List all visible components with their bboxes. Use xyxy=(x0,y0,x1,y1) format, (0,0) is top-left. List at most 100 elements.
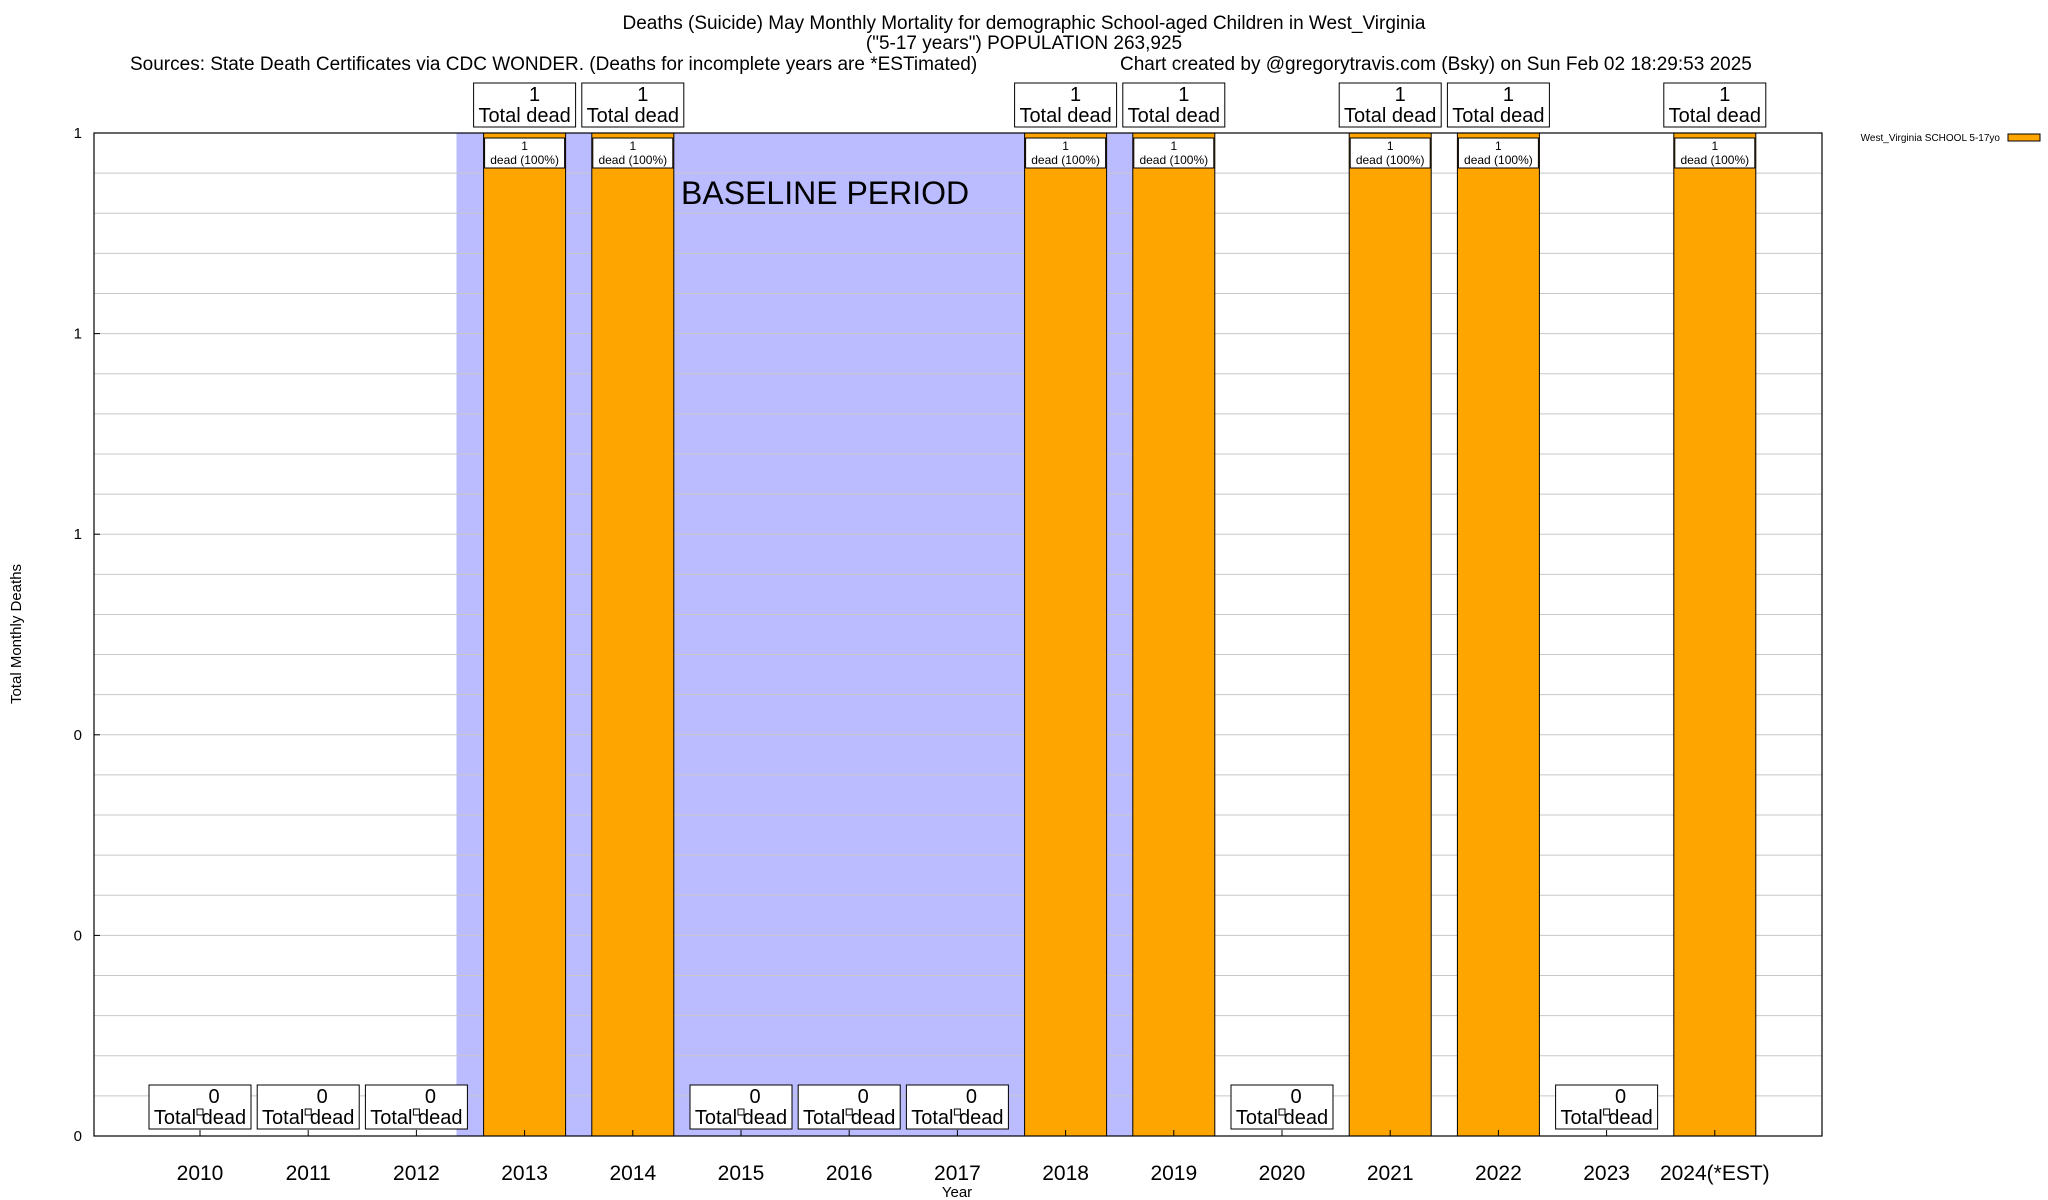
x-axis-title: Year xyxy=(942,1184,972,1200)
total-label-box xyxy=(1122,82,1226,128)
total-label-text: Total dead xyxy=(1560,1107,1652,1129)
total-label-box xyxy=(148,1084,252,1130)
x-tick-label: 2016 xyxy=(826,1162,873,1185)
total-label-text: Total dead xyxy=(803,1107,895,1129)
total-label-box xyxy=(1446,82,1550,128)
total-label-count: 1 xyxy=(529,84,540,106)
x-tick-label: 2019 xyxy=(1150,1162,1197,1185)
bar-2018 xyxy=(1024,132,1108,1137)
total-label-box xyxy=(689,1084,793,1130)
legend-swatch xyxy=(2007,133,2041,142)
total-label-text: Total dead xyxy=(1452,105,1544,127)
segment-label-box xyxy=(1674,137,1756,169)
segment-label-text: dead (100%) xyxy=(598,153,667,167)
zero-point-marker xyxy=(737,1108,745,1116)
total-label-count: 1 xyxy=(1070,84,1081,106)
total-label-count: 0 xyxy=(749,1086,760,1108)
sources-note: Sources: State Death Certificates via CD… xyxy=(130,54,978,75)
x-tick-label: 2023 xyxy=(1583,1162,1630,1185)
segment-label-box xyxy=(1457,137,1539,169)
x-tick-label: 2012 xyxy=(393,1162,440,1185)
y-axis-title: Total Monthly Deaths xyxy=(8,564,25,704)
zero-point-marker xyxy=(1603,1108,1611,1116)
total-label-text: Total dead xyxy=(478,105,570,127)
segment-label-count: 1 xyxy=(1062,139,1069,153)
total-label-box xyxy=(1663,82,1767,128)
total-label-count: 1 xyxy=(637,84,648,106)
total-label-text: Total dead xyxy=(587,105,679,127)
total-label-box xyxy=(905,1084,1009,1130)
total-label-box xyxy=(1014,82,1118,128)
total-label-count: 0 xyxy=(1290,1086,1301,1108)
x-tick-label: 2015 xyxy=(718,1162,765,1185)
total-label-text: Total dead xyxy=(262,1107,354,1129)
bar-2019 xyxy=(1132,132,1216,1137)
total-label-box xyxy=(581,82,685,128)
total-label-count: 0 xyxy=(425,1086,436,1108)
plot-frame xyxy=(93,132,1823,1137)
total-label-count: 0 xyxy=(966,1086,977,1108)
bar-2013 xyxy=(483,132,567,1137)
total-label-box xyxy=(1230,1084,1334,1130)
x-tick-label: 2021 xyxy=(1367,1162,1414,1185)
segment-label-count: 1 xyxy=(1170,139,1177,153)
segment-label-count: 1 xyxy=(521,139,528,153)
x-tick-label: 2018 xyxy=(1042,1162,1089,1185)
baseline-period-label: BASELINE PERIOD xyxy=(681,175,969,211)
bar-2021 xyxy=(1348,132,1432,1137)
total-label-text: Total dead xyxy=(1669,105,1761,127)
chart-title-line2: ("5-17 years") POPULATION 263,925 xyxy=(865,33,1183,54)
total-label-text: Total dead xyxy=(370,1107,462,1129)
x-tick-label: 2017 xyxy=(934,1162,981,1185)
x-tick-label: 2024(*EST) xyxy=(1660,1162,1770,1185)
segment-label-text: dead (100%) xyxy=(1464,153,1533,167)
zero-point-marker xyxy=(196,1108,204,1116)
total-label-box xyxy=(1338,82,1442,128)
total-label-text: Total dead xyxy=(1236,1107,1328,1129)
y-tick-label: 0 xyxy=(74,1128,82,1145)
y-tick-label: 1 xyxy=(74,526,82,543)
total-label-box xyxy=(364,1084,468,1130)
zero-point-marker xyxy=(1278,1108,1286,1116)
segment-label-box xyxy=(592,137,674,169)
total-label-box xyxy=(473,82,577,128)
total-label-box xyxy=(256,1084,360,1130)
segment-label-count: 1 xyxy=(1711,139,1718,153)
x-tick-label: 2020 xyxy=(1259,1162,1306,1185)
segment-label-text: dead (100%) xyxy=(1031,153,1100,167)
total-label-count: 0 xyxy=(208,1086,219,1108)
total-label-text: Total dead xyxy=(1019,105,1111,127)
x-tick-label: 2022 xyxy=(1475,1162,1522,1185)
zero-point-marker xyxy=(845,1108,853,1116)
zero-point-marker xyxy=(304,1108,312,1116)
segment-label-count: 1 xyxy=(629,139,636,153)
segment-label-text: dead (100%) xyxy=(1680,153,1749,167)
y-tick-label: 1 xyxy=(74,326,82,343)
x-tick-label: 2011 xyxy=(286,1162,331,1185)
segment-label-text: dead (100%) xyxy=(490,153,559,167)
total-label-count: 0 xyxy=(1615,1086,1626,1108)
segment-label-box xyxy=(484,137,566,169)
chart-credit: Chart created by @gregorytravis.com (Bsk… xyxy=(1120,54,1752,75)
total-label-box xyxy=(797,1084,901,1130)
zero-point-marker xyxy=(412,1108,420,1116)
total-label-text: Total dead xyxy=(154,1107,246,1129)
bar-2022 xyxy=(1456,132,1540,1137)
total-label-count: 0 xyxy=(858,1086,869,1108)
x-tick-label: 2010 xyxy=(177,1162,224,1185)
total-label-count: 1 xyxy=(1395,84,1406,106)
bar-2014 xyxy=(591,132,675,1137)
total-label-text: Total dead xyxy=(1344,105,1436,127)
legend-label: West_Virginia SCHOOL 5-17yo xyxy=(1861,133,2001,144)
segment-label-box xyxy=(1133,137,1215,169)
y-tick-label: 0 xyxy=(74,927,82,944)
total-label-text: Total dead xyxy=(695,1107,787,1129)
x-tick-label: 2014 xyxy=(609,1162,656,1185)
segment-label-box xyxy=(1025,137,1107,169)
zero-point-marker xyxy=(953,1108,961,1116)
segment-label-box xyxy=(1349,137,1431,169)
total-label-text: Total dead xyxy=(911,1107,1003,1129)
y-tick-label: 1 xyxy=(74,125,82,142)
segment-label-count: 1 xyxy=(1495,139,1502,153)
chart-title-line1: Deaths (Suicide) May Monthly Mortality f… xyxy=(622,13,1426,34)
